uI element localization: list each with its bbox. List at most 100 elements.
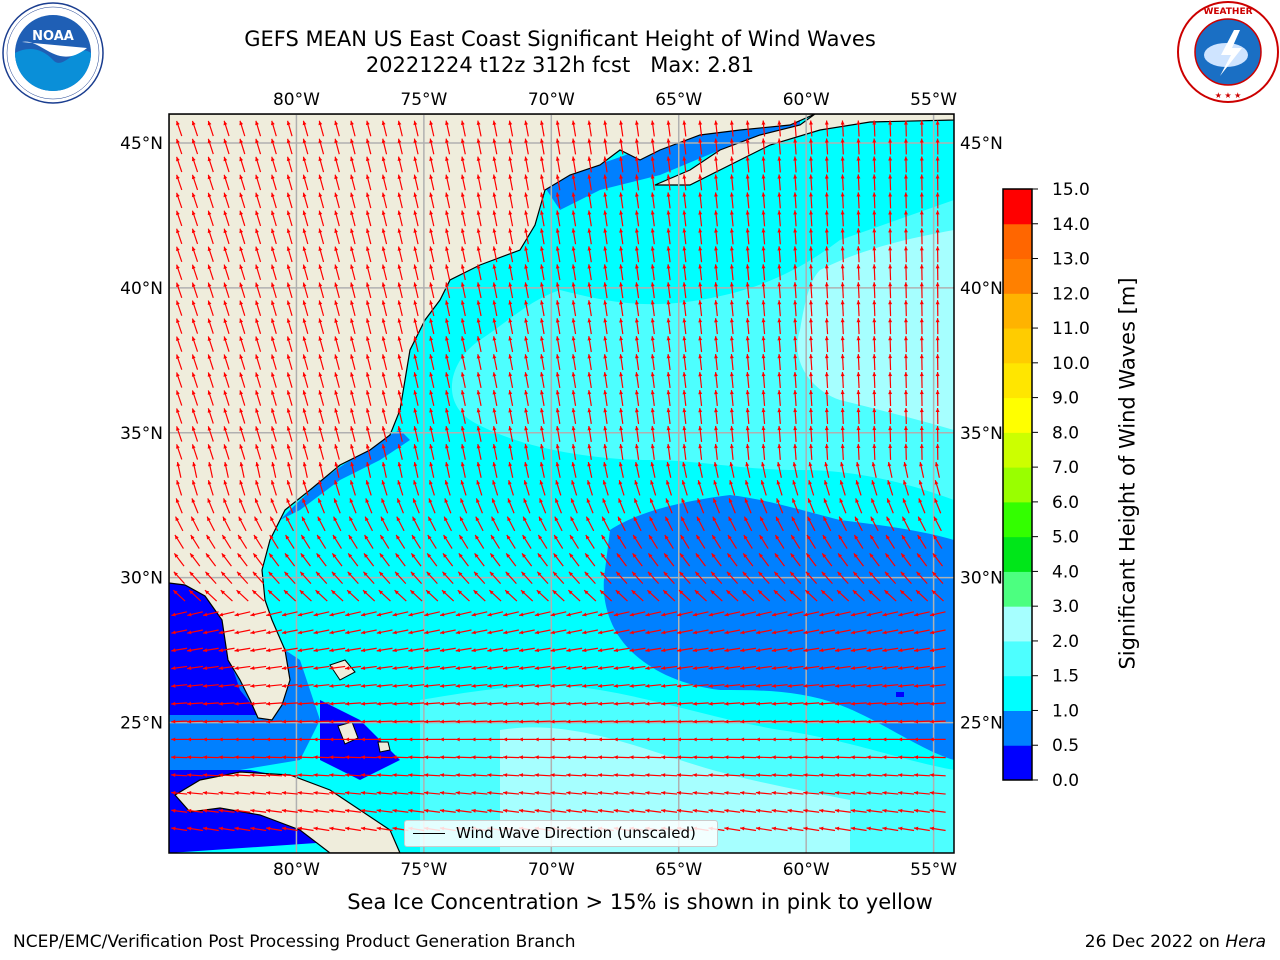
wave-direction-arrow	[872, 264, 877, 281]
wave-direction-arrow	[491, 498, 499, 514]
wave-direction-arrow	[458, 552, 469, 567]
wave-direction-arrow	[239, 318, 246, 334]
wave-direction-arrow	[202, 611, 219, 617]
wave-direction-arrow	[191, 408, 199, 424]
wave-direction-arrow	[728, 498, 736, 514]
wave-direction-arrow	[935, 443, 940, 460]
wave-direction-arrow	[408, 790, 425, 795]
wave-direction-arrow	[365, 480, 372, 496]
wave-direction-arrow	[666, 354, 671, 371]
wave-direction-arrow	[852, 589, 865, 602]
wave-direction-arrow	[650, 156, 655, 173]
wave-direction-arrow	[221, 534, 232, 549]
wave-direction-arrow	[302, 426, 309, 442]
wave-direction-arrow	[698, 156, 703, 173]
wave-direction-arrow	[176, 210, 183, 227]
wave-direction-arrow	[344, 719, 362, 724]
wave-direction-arrow	[777, 372, 782, 389]
wave-direction-arrow	[787, 826, 804, 832]
wave-direction-arrow	[929, 737, 946, 742]
wave-direction-arrow	[471, 719, 488, 724]
wave-direction-arrow	[682, 354, 687, 371]
wave-direction-arrow	[919, 246, 924, 263]
footer-date: 26 Dec 2022 on Hera	[1085, 932, 1266, 952]
wave-direction-arrow	[376, 647, 393, 653]
wave-direction-arrow	[350, 174, 356, 191]
wave-direction-arrow	[834, 647, 851, 653]
wave-direction-arrow	[791, 516, 800, 532]
wave-direction-arrow	[692, 808, 709, 813]
wave-direction-arrow	[745, 461, 751, 478]
wave-direction-arrow	[664, 516, 674, 532]
wave-direction-arrow	[888, 156, 893, 173]
wave-direction-arrow	[487, 755, 504, 760]
wave-direction-arrow	[505, 571, 517, 585]
wave-direction-arrow	[286, 156, 293, 173]
wave-direction-arrow	[872, 425, 877, 442]
wave-direction-arrow	[729, 318, 734, 335]
wave-direction-arrow	[761, 192, 766, 209]
wave-direction-arrow	[869, 552, 880, 567]
wave-direction-arrow	[475, 498, 484, 514]
wave-direction-arrow	[523, 498, 531, 514]
wave-direction-arrow	[603, 318, 608, 335]
wave-direction-arrow	[444, 498, 452, 514]
wave-direction-arrow	[329, 647, 346, 653]
wave-direction-arrow	[524, 336, 529, 353]
wave-direction-arrow	[539, 498, 547, 514]
wave-direction-arrow	[318, 282, 325, 299]
wave-direction-arrow	[585, 534, 595, 549]
wave-direction-arrow	[809, 336, 813, 353]
wave-direction-arrow	[471, 647, 488, 653]
wave-direction-arrow	[824, 246, 829, 263]
wave-direction-arrow	[618, 480, 625, 496]
wave-direction-arrow	[708, 683, 725, 688]
wave-direction-arrow	[824, 407, 829, 424]
wave-direction-arrow	[318, 336, 325, 352]
wave-direction-arrow	[334, 210, 340, 227]
wave-direction-arrow	[534, 719, 551, 724]
wave-direction-arrow	[376, 773, 393, 778]
wave-direction-arrow	[898, 790, 915, 795]
wave-direction-arrow	[313, 773, 330, 778]
wave-direction-arrow	[555, 390, 561, 406]
wave-direction-arrow	[777, 246, 782, 263]
wave-direction-arrow	[281, 808, 298, 813]
wave-direction-arrow	[777, 138, 782, 155]
wave-direction-arrow	[760, 480, 767, 496]
wave-direction-arrow	[191, 156, 199, 173]
wave-direction-arrow	[919, 389, 924, 407]
wave-direction-arrow	[634, 138, 640, 155]
wave-direction-arrow	[824, 443, 829, 460]
wave-direction-arrow	[587, 372, 592, 389]
wave-direction-arrow	[934, 480, 941, 496]
wave-direction-arrow	[761, 354, 766, 371]
wave-direction-arrow	[821, 552, 833, 567]
wave-direction-arrow	[603, 228, 608, 245]
wave-direction-arrow	[381, 120, 388, 137]
wave-direction-arrow	[904, 407, 908, 424]
wave-direction-arrow	[570, 516, 579, 532]
wave-direction-arrow	[697, 480, 704, 496]
wave-direction-arrow	[540, 210, 545, 227]
wave-direction-arrow	[318, 461, 324, 478]
wave-direction-arrow	[729, 282, 734, 299]
wave-direction-arrow	[460, 264, 466, 281]
wave-direction-arrow	[508, 156, 514, 173]
wave-direction-arrow	[350, 318, 356, 335]
wave-direction-arrow	[666, 425, 671, 442]
wave-direction-arrow	[334, 246, 340, 263]
wave-direction-arrow	[745, 300, 750, 317]
wave-direction-arrow	[365, 192, 372, 209]
wave-direction-arrow	[381, 138, 388, 155]
wave-direction-arrow	[524, 282, 529, 299]
wave-direction-arrow	[743, 534, 753, 549]
wave-direction-arrow	[476, 318, 482, 335]
colorbar-tick-label: 1.0	[1052, 701, 1079, 721]
wave-direction-arrow	[729, 138, 734, 155]
wave-direction-arrow	[223, 210, 230, 227]
wave-direction-arrow	[455, 737, 472, 742]
wave-direction-arrow	[755, 611, 772, 617]
wave-direction-arrow	[223, 318, 230, 334]
wave-direction-arrow	[237, 552, 248, 567]
